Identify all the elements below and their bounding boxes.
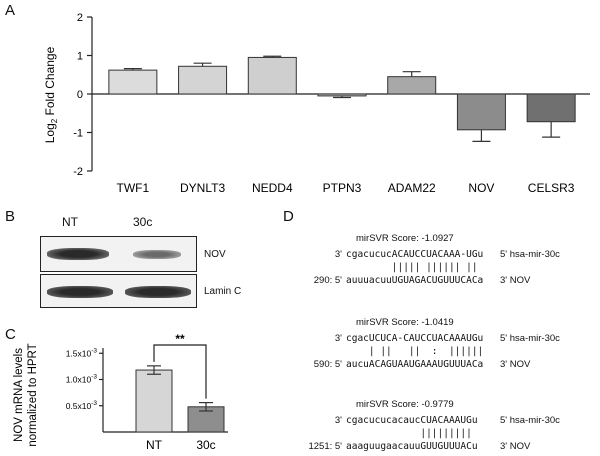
a-bar: [456, 93, 506, 131]
panel-b-letter: B: [5, 208, 16, 225]
a-y-tick-label: 2: [77, 12, 83, 24]
target-sequence: aucuACAGUAAUGAAAUGUUUACa: [346, 359, 484, 370]
a-y-tick-label: 0: [77, 89, 83, 101]
blot-lamin-strip: [40, 274, 197, 308]
mirna-suffix: 5' hsa-mir-30c: [500, 415, 560, 426]
target-suffix: 3' NOV: [500, 359, 531, 370]
target-sequence: aaaguugaacauuGUUGUUUACu: [346, 441, 478, 452]
mirna-prefix: 3': [334, 333, 342, 344]
target-sequence: auuuacuuUGUAGACUGUUUCACa: [346, 275, 484, 286]
y-axis-label: Log2 Fold Change: [43, 46, 59, 143]
mirna-suffix: 5' hsa-mir-30c: [500, 333, 560, 344]
a-category-label: TWF1: [117, 181, 150, 195]
c-y-tick-label: 0.5x10-3: [66, 400, 98, 411]
c-y-axis-label-line2: normalized to HPRT: [27, 343, 39, 446]
mirna-prefix: 3': [334, 415, 342, 426]
panel-c-letter: C: [5, 326, 16, 343]
a-y-tick-label: 1: [77, 51, 83, 63]
mirna-sequence: cgacucucacaucCUACAAAUGu: [346, 415, 478, 426]
y-axis-label-sub: 2: [50, 118, 59, 123]
target-prefix: 290: 5': [313, 275, 342, 286]
c-category-label: NT: [146, 438, 163, 452]
c-category-label: 30c: [196, 438, 215, 452]
fold-change-chart: Log2 Fold Change 210-1-2 TWF1 DYNLT3 NEDD4…: [43, 12, 590, 195]
significance-bracket: [153, 344, 207, 399]
mirna-sequence: cgacUCUCA-CAUCCUACAAAUGu: [346, 333, 484, 344]
target-prefix: 1251: 5': [308, 441, 342, 452]
c-y-axis-label-line1: NOV mRNA levels: [13, 348, 25, 442]
alignment-score: mirSVR Score: -1.0419: [356, 317, 454, 328]
a-category-label: NEDD4: [252, 181, 293, 195]
a-category-label: NOV: [468, 181, 494, 195]
alignment-score: mirSVR Score: -1.0927: [356, 233, 454, 244]
significance-label: **: [175, 332, 185, 346]
panel-d-letter: D: [283, 208, 294, 225]
mrna-levels-chart: NOV mRNA levels normalized to HPRT 1.5x1…: [13, 332, 228, 452]
lamin-band-30c: [125, 286, 191, 298]
target-suffix: 3' NOV: [500, 441, 531, 452]
a-category-label: CELSR3: [528, 181, 575, 195]
nov-band-nt: [47, 248, 109, 260]
y-axis-label-main: Log: [43, 123, 57, 143]
lamin-band-nt: [47, 286, 113, 298]
a-bar: [526, 93, 576, 123]
c-y-tick-label: 1.5x10-3: [66, 347, 98, 358]
panel-a-letter: A: [5, 2, 16, 19]
a-y-tick-label: -1: [73, 128, 83, 140]
alignment-score: mirSVR Score: -0.9779: [356, 399, 454, 410]
mirna-prefix: 3': [334, 249, 342, 260]
blot-label-lamin: Lamin C: [204, 286, 242, 297]
a-bar: [247, 56, 297, 95]
a-category-label: ADAM22: [388, 181, 436, 195]
blot-label-nov: NOV: [204, 249, 226, 260]
nov-band-30c: [133, 250, 181, 259]
a-y-tick-label: -2: [73, 166, 83, 178]
c-y-tick-label: 1.0x10-3: [66, 374, 98, 385]
pairing-lines: ||||| |||||| ||: [346, 262, 478, 273]
mirna-sequence: cgacucucACAUCCUACAAA-UGu: [346, 249, 484, 260]
blot-lane-30c: 30c: [133, 215, 153, 229]
c-bar: [135, 369, 173, 433]
y-axis-label-rest: Fold Change: [43, 46, 57, 118]
a-category-label: PTPN3: [323, 181, 362, 195]
a-category-label: DYNLT3: [180, 181, 225, 195]
target-suffix: 3' NOV: [500, 275, 531, 286]
mirna-suffix: 5' hsa-mir-30c: [500, 249, 560, 260]
blot-lane-nt: NT: [62, 215, 78, 229]
blot-nov-strip: [40, 236, 197, 272]
pairing-lines: |||||||||: [346, 428, 472, 439]
pairing-lines: | || || : ||||||: [346, 346, 484, 357]
target-prefix: 590: 5': [313, 359, 342, 370]
